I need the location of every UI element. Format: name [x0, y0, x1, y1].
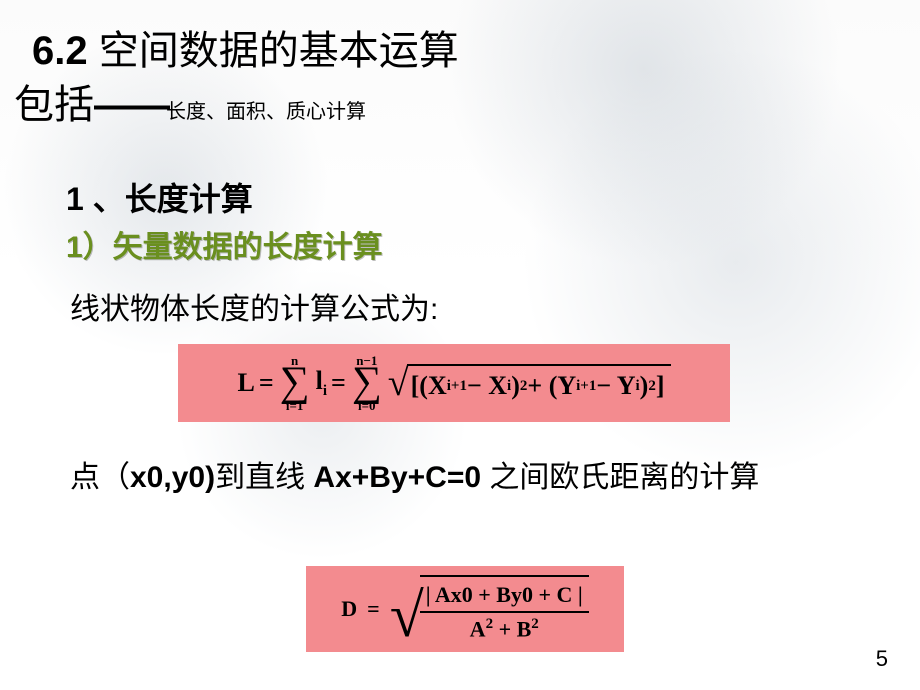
body-text-1: 线状物体长度的计算公式为: — [70, 284, 438, 328]
formula-D: D — [341, 596, 357, 622]
heading-1: 1 、长度计算 — [66, 174, 253, 220]
sqrt-expression: √ [(Xi+1 − Xi )2 + (Yi+1 − Yi )2] — [388, 364, 671, 402]
title-text: 空间数据的基本运算 — [88, 29, 459, 73]
equals-icon: = — [331, 368, 346, 398]
page-number: 5 — [876, 646, 888, 672]
body-text-2: 点（x0,y0)到直线 Ax+By+C=0 之间欧氏距离的计算 — [70, 456, 840, 500]
subtitle-detail: 长度、面积、质心计算 — [166, 101, 366, 123]
heading-2: 1）矢量数据的长度计算 — [66, 222, 383, 266]
summation-2: n−1 ∑ i=0 — [352, 354, 382, 412]
slide-title: 6.2 空间数据的基本运算 — [32, 18, 459, 76]
subtitle-dash: —— — [94, 83, 166, 127]
fraction: | Ax0 + By0 + C | A2 + B2 — [420, 581, 589, 642]
subtitle-prefix: 包括 — [14, 83, 94, 127]
formula-distance: D = √ | Ax0 + By0 + C | A2 + B2 — [306, 566, 624, 652]
fraction-numerator: | Ax0 + By0 + C | — [420, 581, 589, 611]
sqrt-fraction: √ | Ax0 + By0 + C | A2 + B2 — [390, 575, 589, 642]
slide-subtitle: 包括——长度、面积、质心计算 — [14, 72, 366, 130]
equals-icon: = — [259, 368, 274, 398]
sigma-icon: ∑ — [352, 365, 382, 401]
summation-1: n ∑ i=1 — [280, 354, 310, 412]
term-li: li — [316, 366, 327, 400]
title-number: 6.2 — [32, 29, 88, 73]
sqrt-body: [(Xi+1 − Xi )2 + (Yi+1 − Yi )2] — [407, 364, 671, 402]
fraction-denominator: A2 + B2 — [464, 613, 545, 643]
sigma-icon: ∑ — [280, 365, 310, 401]
equals-icon: = — [367, 596, 380, 622]
sqrt-icon: √ — [390, 575, 424, 642]
sqrt-icon: √ — [388, 364, 409, 402]
formula-L: L — [237, 368, 254, 398]
formula-length: L = n ∑ i=1 li = n−1 ∑ i=0 √ [(Xi+1 − Xi… — [178, 344, 730, 422]
slide: 6.2 空间数据的基本运算 包括——长度、面积、质心计算 1 、长度计算 1）矢… — [0, 0, 920, 690]
